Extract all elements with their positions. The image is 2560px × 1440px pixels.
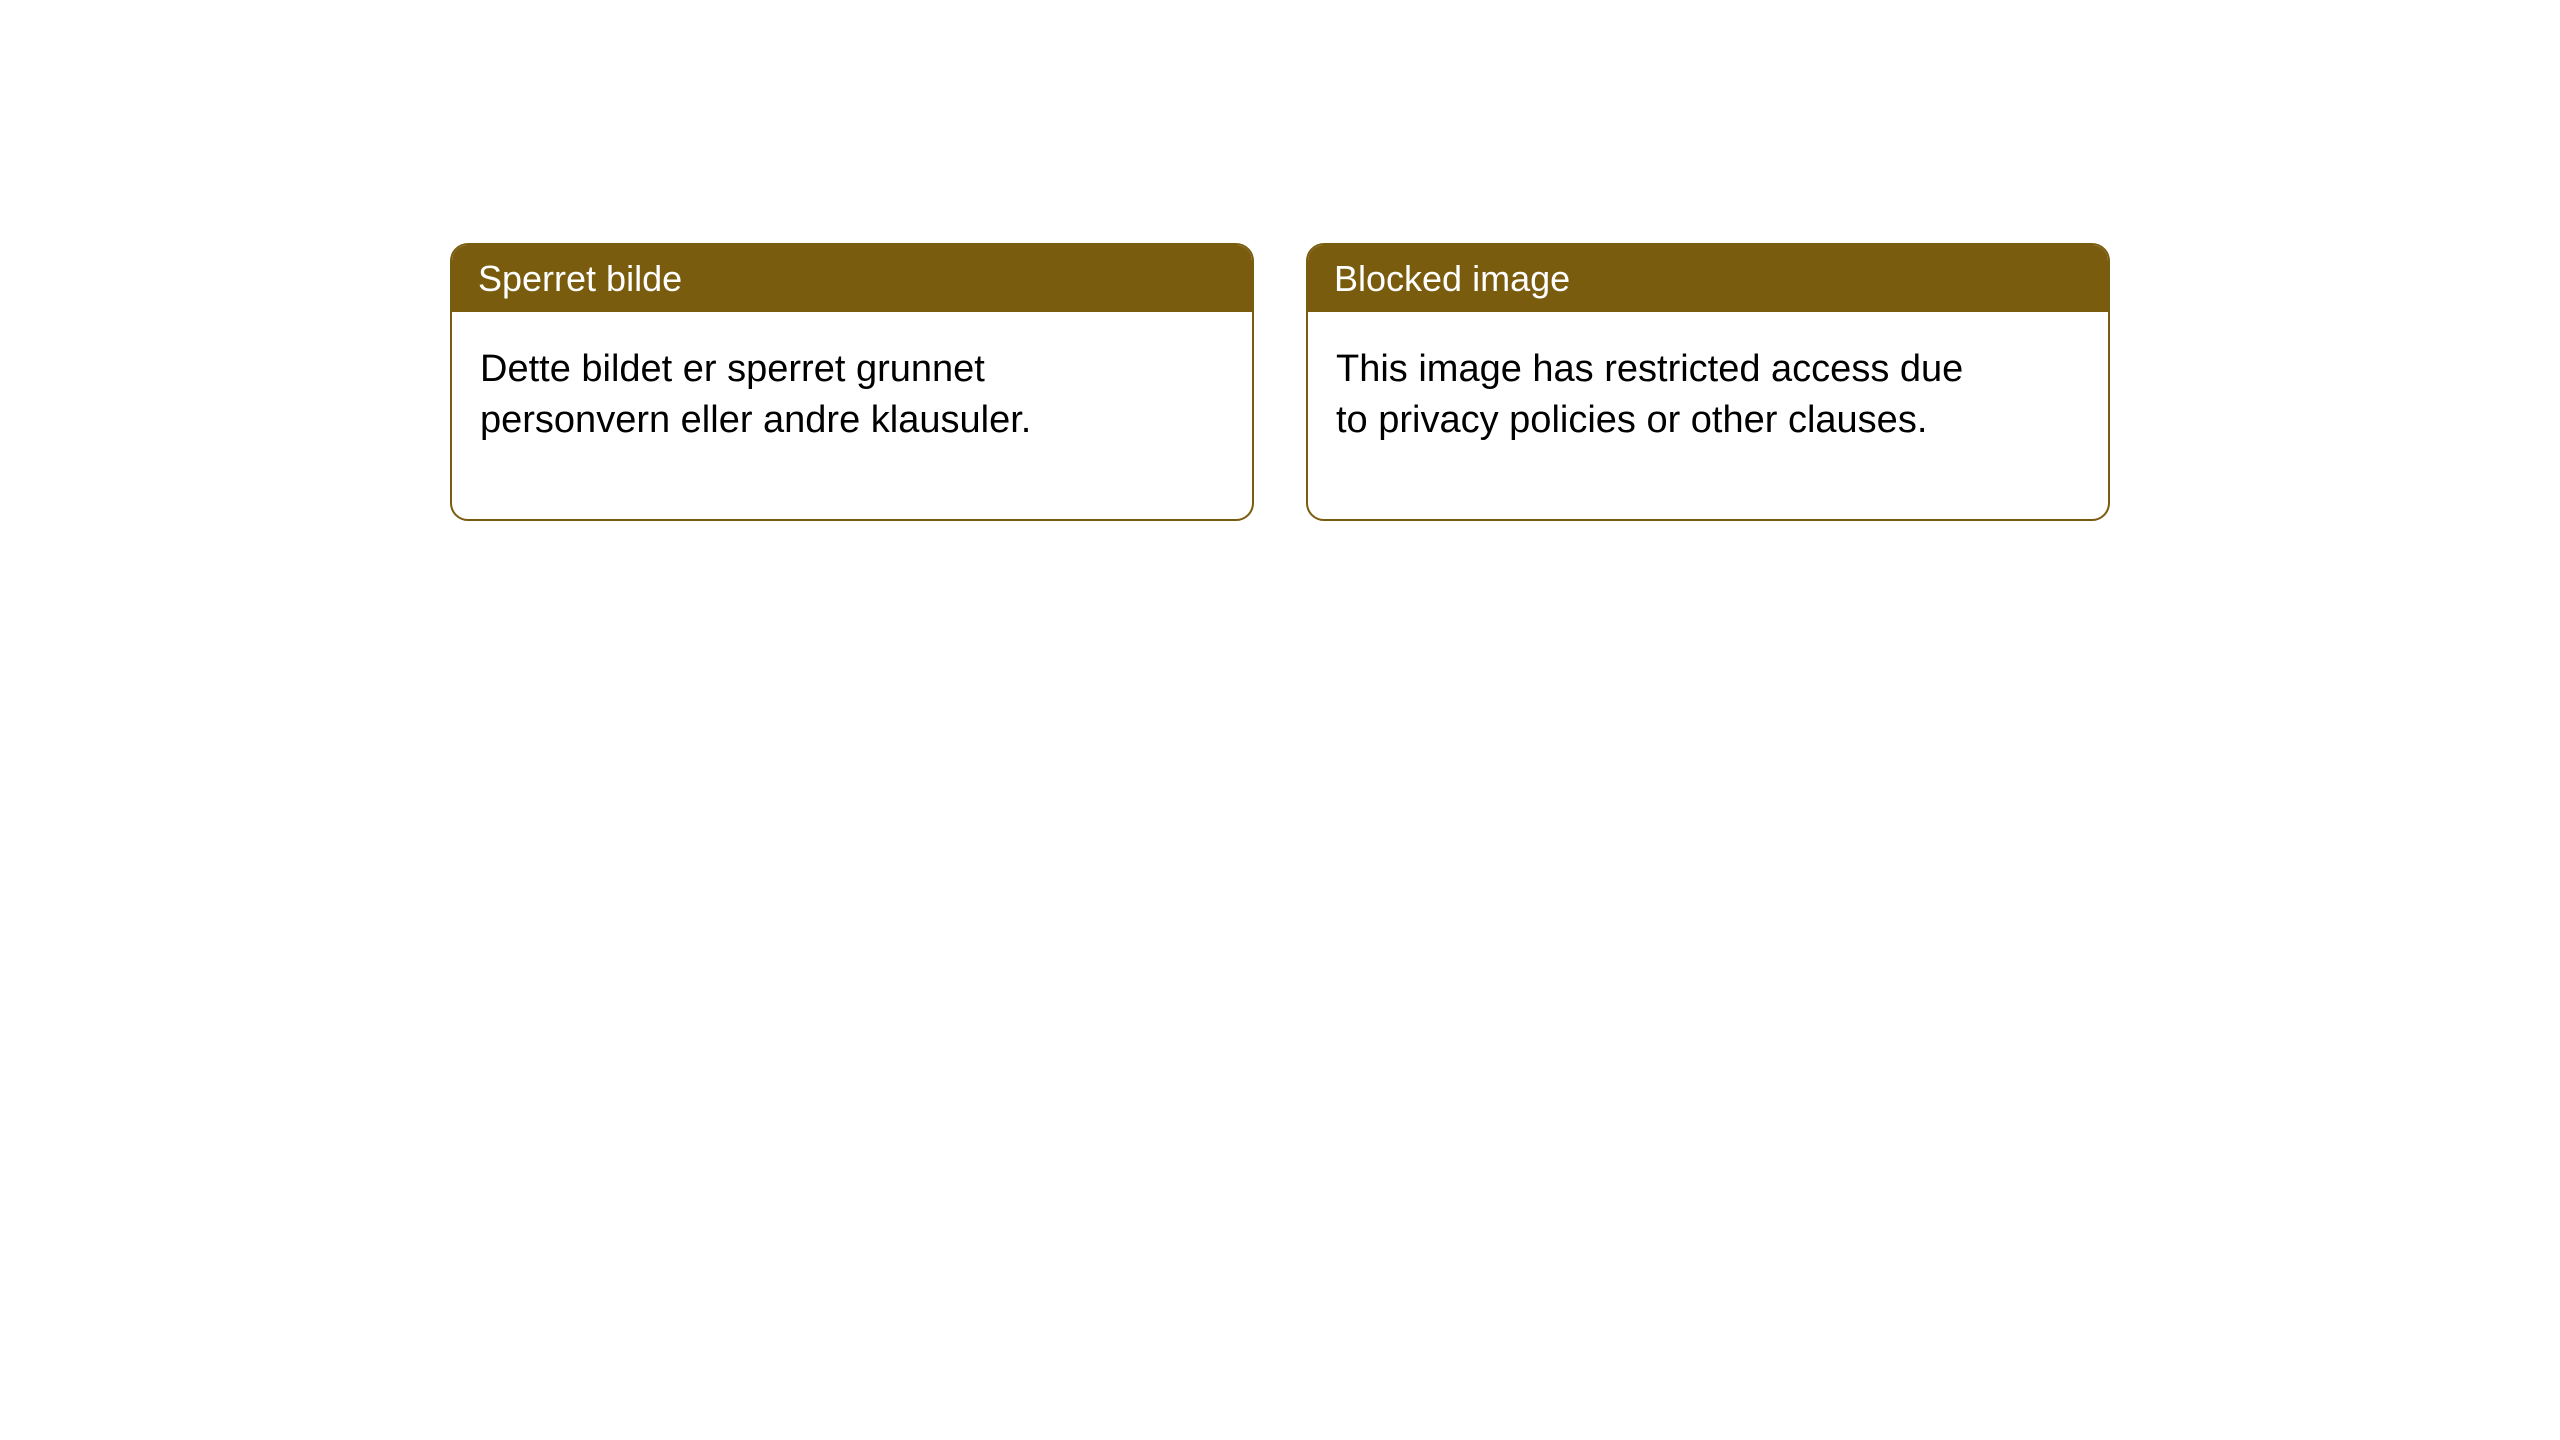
blocked-image-notice-container: Sperret bilde Dette bildet er sperret gr… — [450, 243, 2110, 521]
blocked-image-card-norwegian: Sperret bilde Dette bildet er sperret gr… — [450, 243, 1254, 521]
card-body-english: This image has restricted access due to … — [1308, 312, 2008, 519]
blocked-image-card-english: Blocked image This image has restricted … — [1306, 243, 2110, 521]
card-title-norwegian: Sperret bilde — [452, 245, 1252, 312]
card-body-norwegian: Dette bildet er sperret grunnet personve… — [452, 312, 1152, 519]
card-title-english: Blocked image — [1308, 245, 2108, 312]
